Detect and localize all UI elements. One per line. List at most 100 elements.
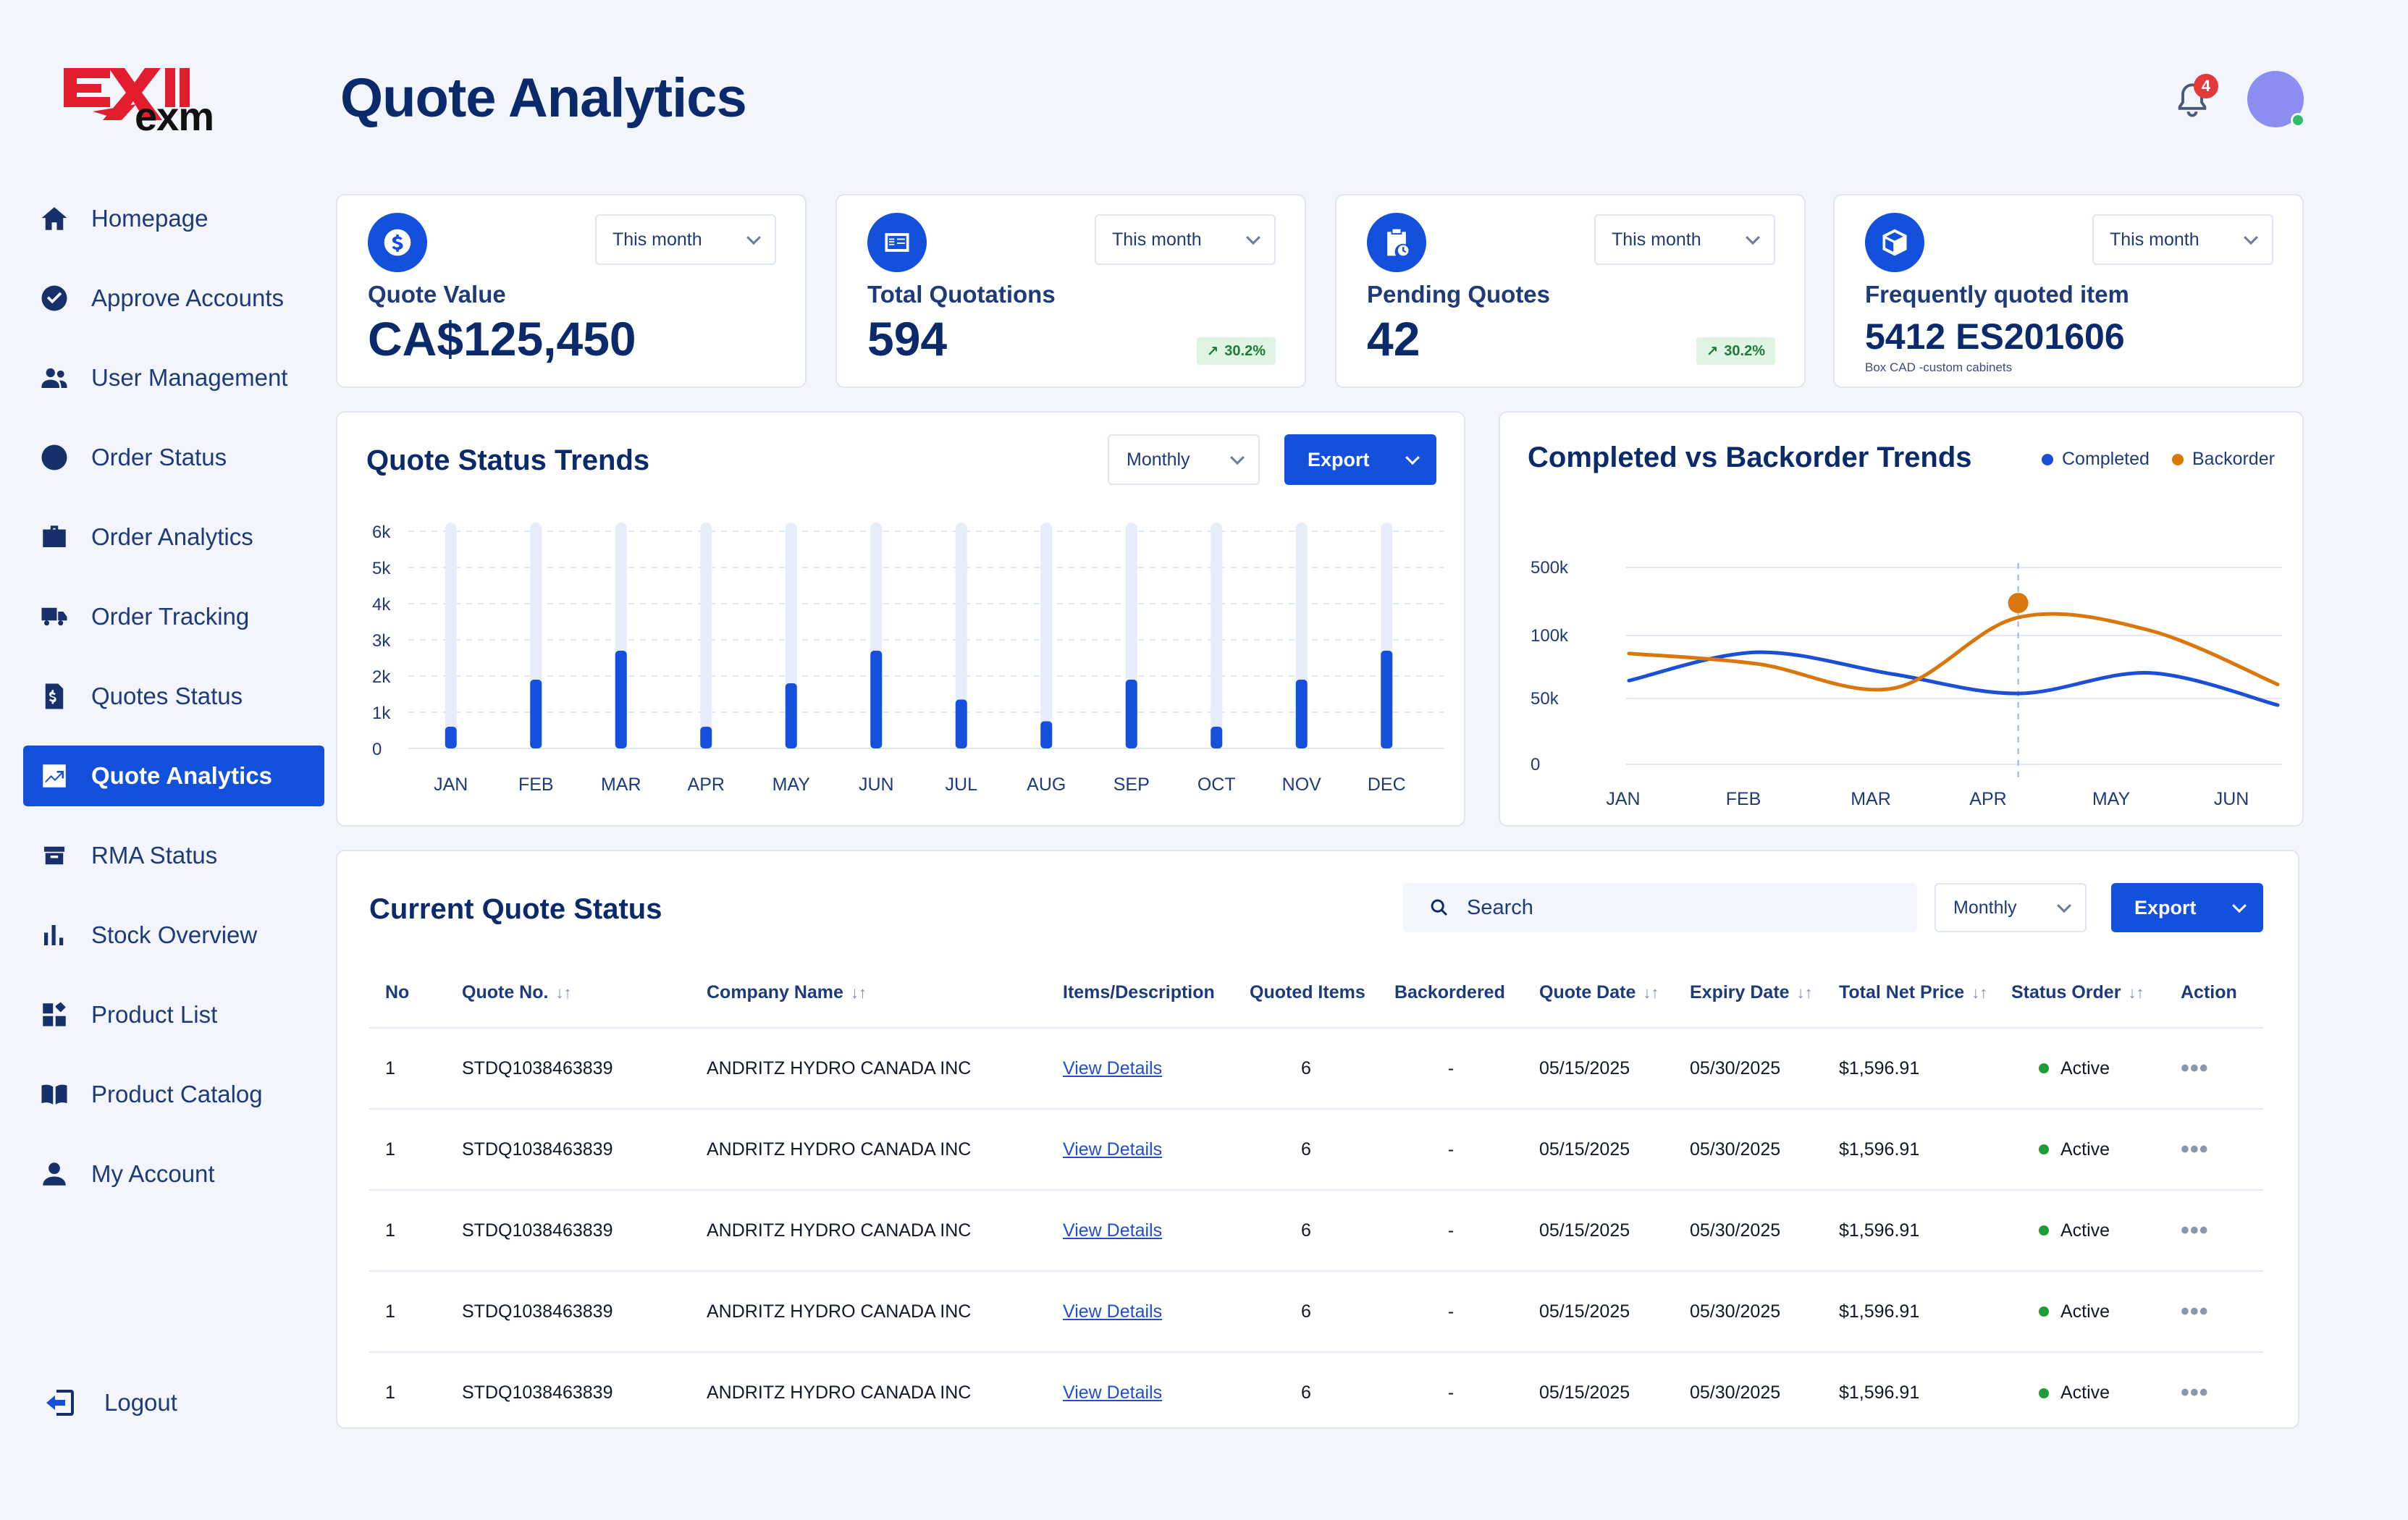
bar[interactable] [870,651,883,748]
quotation-icon [867,213,927,272]
sort-icon[interactable]: ↓↑ [2128,984,2144,1002]
y-tick-label: 6k [372,523,391,542]
x-tick-label: FEB [518,774,554,795]
sidebar-item-label: Quotes Status [91,683,243,709]
column-header-sortable[interactable]: Total Net Price ↓↑ [1823,958,1995,1029]
bar[interactable] [1040,721,1053,749]
stat-card-frequent-item: This month Frequently quoted item 5412 E… [1833,194,2304,388]
y-tick-label: 3k [372,631,391,651]
more-actions-icon[interactable]: ••• [2181,1379,2209,1406]
sidebar-item-label: Product Catalog [91,1081,263,1107]
logout-button[interactable]: Logout [43,1385,177,1420]
bar[interactable] [1211,727,1223,748]
column-header-sortable[interactable]: Quote Date ↓↑ [1523,958,1674,1029]
sort-icon[interactable]: ↓↑ [1971,984,1988,1002]
table-row[interactable]: 1 STDQ1038463839 ANDRITZ HYDRO CANADA IN… [369,1109,2263,1191]
bar[interactable] [700,727,712,748]
bar[interactable] [615,651,627,748]
sidebar-item-quotes-status[interactable]: Quotes Status [23,666,324,727]
bar[interactable] [1381,651,1393,748]
export-button[interactable]: Export [2111,883,2263,932]
status-dot [2039,1306,2049,1317]
sort-icon[interactable]: ↓↑ [850,984,867,1002]
trend-badge: ↗ 30.2% [1196,337,1276,365]
table-row[interactable]: 1 STDQ1038463839 ANDRITZ HYDRO CANADA IN… [369,1028,2263,1110]
sidebar-item-user-management[interactable]: User Management [23,347,324,408]
period-select[interactable]: Monthly [1108,434,1260,485]
y-tick-label: 1k [372,704,391,723]
brand-logo[interactable]: exm [64,65,230,139]
view-details-link[interactable]: View Details [1063,1139,1163,1160]
column-header-sortable[interactable]: Company Name ↓↑ [691,958,1047,1029]
bar[interactable] [955,699,967,749]
column-header-sortable[interactable]: Expiry Date ↓↑ [1674,958,1823,1029]
briefcase-icon [38,520,71,554]
column-header-sortable[interactable]: Quote No. ↓↑ [446,958,691,1029]
x-tick-label: NOV [1282,774,1322,795]
sidebar-item-approve-accounts[interactable]: Approve Accounts [23,268,324,329]
cell-quote-date: 05/15/2025 [1539,1382,1630,1403]
y-tick-label: 0 [372,740,382,759]
avatar[interactable] [2247,71,2305,127]
notifications-button[interactable]: 4 [2173,74,2218,122]
cell-quoted-items: 6 [1301,1382,1311,1403]
period-select[interactable]: This month [1095,214,1276,265]
sidebar-item-label: Order Analytics [91,523,253,550]
cell-backordered: - [1378,1190,1523,1272]
highlight-point[interactable] [2008,593,2029,614]
cell-quote-no: STDQ1038463839 [462,1382,613,1403]
x-tick-label: MAY [2092,789,2131,809]
table-row[interactable]: 1 STDQ1038463839 ANDRITZ HYDRO CANADA IN… [369,1190,2263,1272]
bar[interactable] [445,727,457,748]
period-select[interactable]: This month [2092,214,2273,265]
view-details-link[interactable]: View Details [1063,1301,1163,1322]
table-row[interactable]: 1 STDQ1038463839 ANDRITZ HYDRO CANADA IN… [369,1352,2263,1433]
sidebar-item-order-tracking[interactable]: Order Tracking [23,586,324,647]
cell-company: ANDRITZ HYDRO CANADA INC [691,1028,1047,1110]
more-actions-icon[interactable]: ••• [2181,1297,2209,1325]
logout-icon [46,1390,74,1416]
period-select[interactable]: This month [1594,214,1775,265]
bar[interactable] [785,683,797,748]
sidebar-item-my-account[interactable]: My Account [23,1144,324,1204]
cell-quoted-items: 6 [1234,1109,1378,1191]
sidebar-item-rma-status[interactable]: RMA Status [23,825,324,886]
sidebar-item-product-catalog[interactable]: Product Catalog [23,1064,324,1125]
sidebar-item-quote-analytics[interactable]: Quote Analytics [23,746,324,806]
table-row[interactable]: 1 STDQ1038463839 ANDRITZ HYDRO CANADA IN… [369,1271,2263,1353]
table-header-row: No Quote No. ↓↑ Company Name ↓↑ Items/Desc… [369,958,2263,1029]
series-line-backorder[interactable] [1627,612,2280,692]
period-select[interactable]: This month [595,214,776,265]
sort-icon[interactable]: ↓↑ [555,984,572,1002]
view-details-link[interactable]: View Details [1063,1220,1163,1241]
more-actions-icon[interactable]: ••• [2181,1216,2209,1244]
column-header-sortable[interactable]: Status Order ↓↑ [1995,958,2165,1029]
more-actions-icon[interactable]: ••• [2181,1135,2209,1163]
period-select[interactable]: Monthly [1935,883,2087,932]
bar[interactable] [1295,680,1308,748]
search-input[interactable]: Search [1403,883,1917,932]
bar[interactable] [1125,680,1137,748]
bar[interactable] [530,680,542,748]
x-tick-label: FEB [1726,789,1761,809]
sidebar-item-stock-overview[interactable]: Stock Overview [23,905,324,966]
view-details-link[interactable]: View Details [1063,1057,1163,1078]
bar-chart: 0 1k 2k 3k 4k 5k 6k JAN FEB MAR APR MAY JUN JUL AUG SEP… [372,523,1444,795]
sidebar-item-label: Order Status [91,444,227,470]
sort-icon[interactable]: ↓↑ [1643,984,1659,1002]
sidebar-item-order-status[interactable]: Order Status [23,427,324,488]
cell-quoted-items: 6 [1234,1271,1378,1353]
sidebar-item-order-analytics[interactable]: Order Analytics [23,507,324,567]
cell-total-price: $1,596.91 [1823,1028,1995,1110]
x-tick-label: AUG [1027,774,1066,795]
sidebar-item-homepage[interactable]: Homepage [23,188,324,249]
check-circle-icon [38,282,71,315]
more-actions-icon[interactable]: ••• [2181,1054,2209,1082]
series-line-completed[interactable] [1627,650,2280,707]
sidebar-item-product-list[interactable]: Product List [23,984,324,1045]
sort-icon[interactable]: ↓↑ [1796,984,1813,1002]
dollar-icon [368,213,427,272]
logo-mark [64,68,190,120]
view-details-link[interactable]: View Details [1063,1382,1163,1403]
export-button[interactable]: Export [1284,434,1436,485]
